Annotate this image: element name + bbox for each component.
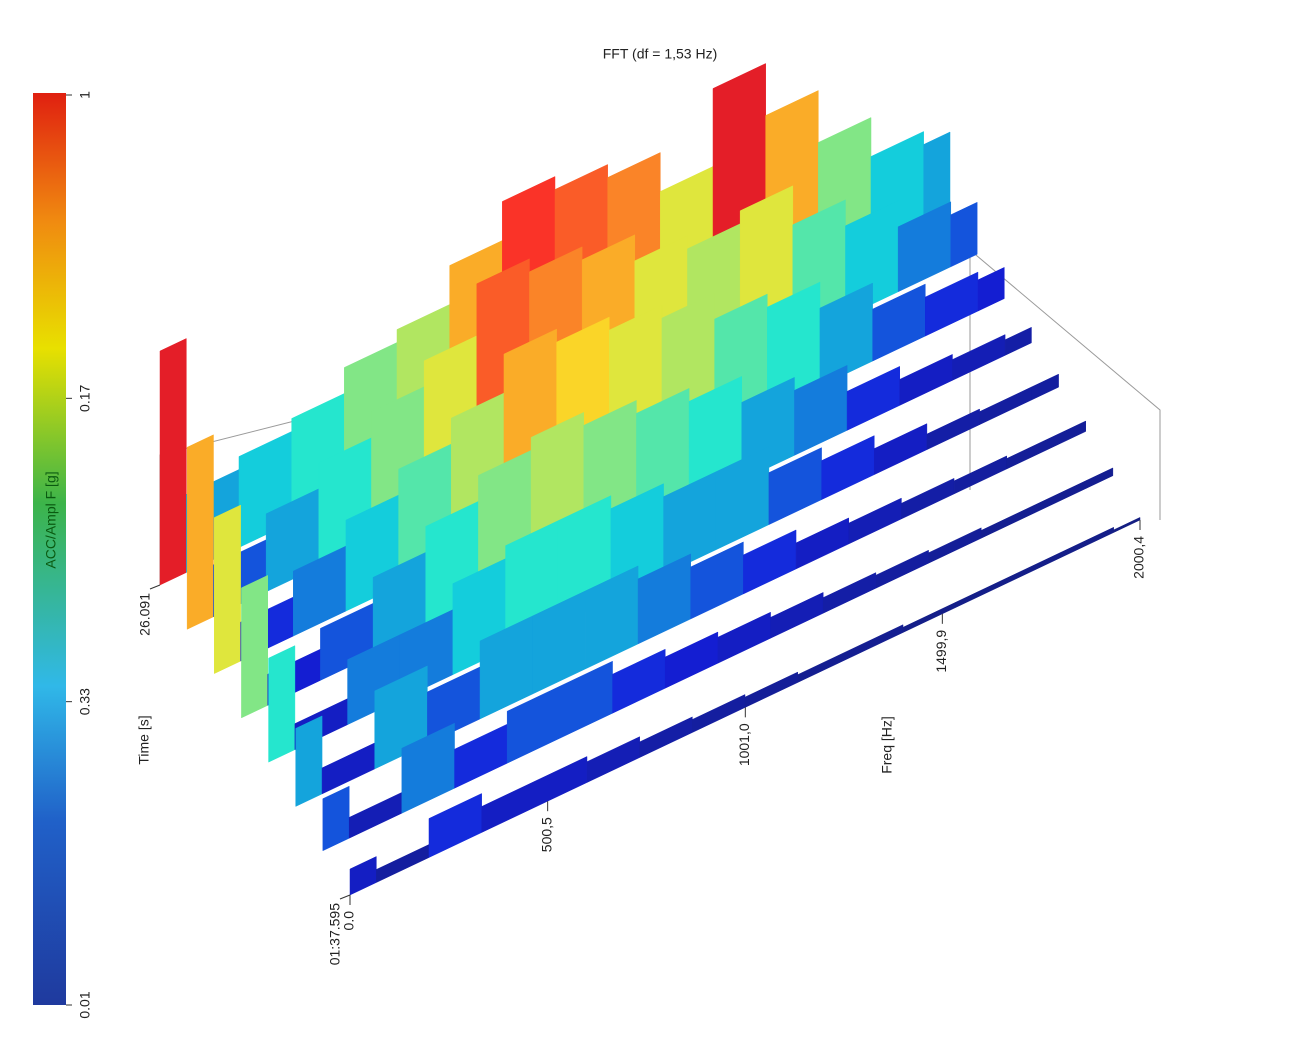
surface-cell	[794, 364, 848, 456]
surface-cell	[692, 694, 746, 733]
surface-cell	[845, 200, 899, 318]
surface-cell	[586, 736, 640, 783]
surface-cell	[559, 660, 613, 739]
surface-cell	[1059, 420, 1086, 445]
colorbar-tick-label: 0.01	[77, 991, 93, 1018]
surface-cell	[321, 742, 375, 795]
right-frame	[969, 249, 1161, 520]
colorbar-tick-label: 1	[77, 91, 93, 99]
surface-cell	[979, 386, 1033, 426]
surface-cell	[821, 435, 875, 501]
surface-cell	[928, 527, 982, 564]
surface-cell	[585, 565, 639, 670]
surface-cell	[977, 266, 1005, 312]
surface-cell	[1060, 526, 1114, 558]
surface-cell	[717, 611, 771, 664]
surface-cell	[241, 574, 269, 719]
x-axis-label: Freq [Hz]	[879, 716, 895, 774]
surface-cell	[612, 648, 666, 714]
surface-cell	[897, 201, 952, 293]
surface-cell	[690, 541, 744, 620]
x-tick-label: 1499,9	[933, 630, 949, 673]
colorbar-label: ACC/Ampl F [g]	[43, 471, 59, 568]
surface-cell	[1006, 433, 1060, 470]
surface-cell	[901, 477, 955, 520]
colorbar-tick-label: 0.17	[77, 384, 93, 411]
colorbar-tick-label: 0.33	[77, 688, 93, 715]
y-tick	[339, 894, 351, 900]
surface-cell	[952, 334, 1006, 381]
surface-cell	[664, 631, 719, 689]
surface-cell	[850, 624, 904, 658]
surface-cell	[348, 792, 403, 839]
surface-cell	[637, 553, 691, 645]
x-tick-label: 0.0	[341, 911, 357, 931]
surface-cell	[401, 722, 455, 814]
surface-cell	[902, 601, 956, 633]
surface-cell	[925, 271, 979, 337]
x-tick-label: 1001,0	[736, 723, 752, 766]
surface-cell	[159, 338, 187, 586]
surface-cell	[872, 283, 926, 362]
surface-cell	[846, 365, 901, 431]
y-tick-label: 26.091	[137, 593, 153, 636]
surface-cell	[955, 576, 1009, 608]
surface-cell	[848, 497, 902, 545]
surface-cell	[768, 447, 822, 526]
surface-cell	[715, 446, 770, 551]
surface-cell	[186, 434, 214, 630]
surface-cell	[875, 549, 929, 589]
surface-cell	[1033, 480, 1087, 514]
surface-cell	[1113, 517, 1141, 533]
surface-cell	[322, 785, 350, 852]
surface-cell	[214, 504, 241, 674]
surface-cell	[349, 856, 377, 896]
surface-cell	[797, 649, 851, 683]
surface-cell	[822, 572, 877, 614]
x-tick-label: 2000,4	[1131, 536, 1147, 579]
surface-cell	[980, 505, 1035, 539]
chart-title: FFT (df = 1,53 Hz)	[603, 46, 718, 62]
x-tick-label: 500,5	[538, 817, 554, 852]
surface-cell	[950, 201, 978, 268]
surface-cell	[744, 671, 798, 708]
surface-cell	[926, 408, 980, 451]
surface-cell	[376, 844, 430, 883]
surface-cell	[1086, 467, 1114, 489]
y-tick	[149, 584, 161, 590]
surface-cell	[268, 645, 296, 763]
surface-cell	[770, 592, 824, 639]
surface-cell	[295, 715, 323, 807]
surface-cell	[481, 781, 535, 833]
surface-cell	[1031, 373, 1059, 401]
surface-cell	[873, 423, 928, 476]
colorbar	[33, 93, 66, 1005]
y-axis-label: Time [s]	[136, 715, 152, 764]
surface-cell	[1008, 551, 1062, 583]
surface-cell	[534, 756, 588, 808]
surface-cell	[639, 716, 693, 758]
surface-cell	[953, 455, 1007, 495]
y-tick-label: 01:37.595	[327, 903, 343, 965]
surface-cell	[428, 793, 482, 858]
surface-cell	[819, 282, 873, 387]
surface-cell	[454, 723, 508, 789]
surface-cell	[795, 517, 849, 570]
surface-cell	[743, 529, 797, 595]
surface-cell	[1004, 326, 1032, 356]
surface-cell	[899, 353, 953, 406]
